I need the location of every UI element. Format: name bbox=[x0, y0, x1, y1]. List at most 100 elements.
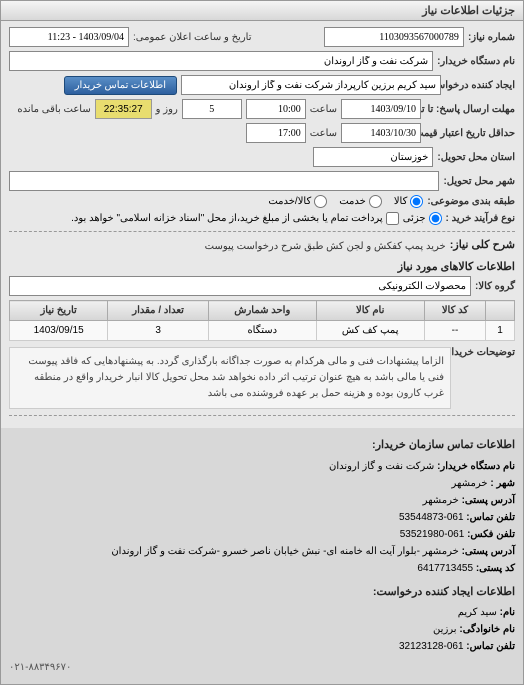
buyer-note-text: الزاما پیشنهادات فنی و مالی هرکدام به صو… bbox=[9, 347, 451, 409]
radio-khadmat[interactable]: خدمت bbox=[339, 195, 382, 208]
th-date: تاریخ نیاز bbox=[10, 301, 108, 321]
postcode-value: 6417713455 bbox=[417, 563, 473, 574]
creator-line-lname: نام خانوادگی: برزین bbox=[9, 621, 515, 638]
need-number-input[interactable] bbox=[324, 27, 464, 47]
fname-label: نام: bbox=[500, 607, 515, 618]
table-row: 1 -- پمپ کف کش دستگاه 3 1403/09/15 bbox=[10, 321, 515, 341]
announce-label: تاریخ و ساعت اعلان عمومی: bbox=[133, 32, 252, 43]
creator-line-fname: نام: سید کریم bbox=[9, 604, 515, 621]
row-delivery-city: شهر محل تحویل: bbox=[9, 171, 515, 191]
checkbox-note-input[interactable] bbox=[386, 212, 399, 225]
phone-label: تلفن تماس: bbox=[466, 512, 515, 523]
main-section: شماره نیاز: تاریخ و ساعت اعلان عمومی: نا… bbox=[1, 21, 523, 428]
buyer-org-label: نام دستگاه خریدار: bbox=[437, 56, 515, 67]
org-name: شرکت نفت و گاز اروندان bbox=[329, 461, 434, 472]
delivery-city-label: شهر محل تحویل: bbox=[443, 176, 515, 187]
addr-value: خرمشهر -بلوار آیت اله خامنه ای- نبش خیاب… bbox=[111, 546, 458, 557]
row-deadline: مهلت ارسال پاسخ: تا تاریخ: ساعت روز و 22… bbox=[9, 99, 515, 119]
radio-jozi[interactable]: جزئی bbox=[403, 212, 442, 225]
th-index bbox=[486, 301, 515, 321]
delivery-province-label: استان محل تحویل: bbox=[437, 152, 515, 163]
time-label-1: ساعت bbox=[310, 104, 337, 115]
days-label: روز و bbox=[156, 104, 178, 115]
postal-value: خرمشهر bbox=[423, 495, 459, 506]
deadline-label: مهلت ارسال پاسخ: تا تاریخ: bbox=[425, 104, 515, 115]
creator-line-phone: تلفن تماس: 061-32123128 bbox=[9, 638, 515, 655]
radio-khadmat-input[interactable] bbox=[369, 195, 382, 208]
announce-input[interactable] bbox=[9, 27, 129, 47]
radio-kala-khadmat-input[interactable] bbox=[314, 195, 327, 208]
requester-label: ایجاد کننده درخواست: bbox=[445, 80, 515, 91]
deadline-time-input[interactable] bbox=[246, 99, 306, 119]
goods-table: کد کالا نام کالا واحد شمارش تعداد / مقدا… bbox=[9, 300, 515, 341]
contact-line-fax: تلفن فکس: 061-53521980 bbox=[9, 526, 515, 543]
subject-type-label: طبقه بندی موضوعی: bbox=[427, 196, 515, 207]
need-desc-text: خرید پمپ کفکش و لجن کش طبق شرح درخواست پ… bbox=[205, 241, 446, 252]
days-input[interactable] bbox=[182, 99, 242, 119]
postcode-label: کد پستی: bbox=[476, 563, 515, 574]
divider-1 bbox=[9, 231, 515, 232]
postal-label: آدرس پستی: bbox=[462, 495, 515, 506]
contact-line-org: نام دستگاه خریدار: شرکت نفت و گاز اروندا… bbox=[9, 458, 515, 475]
th-unit: واحد شمارش bbox=[209, 301, 317, 321]
panel-title: جزئیات اطلاعات نیاز bbox=[1, 1, 523, 21]
subject-type-radios: کالا خدمت کالا/خدمت bbox=[268, 195, 423, 208]
price-valid-label: حداقل تاریخ اعتبار قیمت: تا تاریخ: bbox=[425, 128, 515, 139]
divider-2 bbox=[9, 415, 515, 416]
cell-name: پمپ کف کش bbox=[316, 321, 424, 341]
remain-time-box: 22:35:27 bbox=[95, 99, 152, 119]
radio-kala[interactable]: کالا bbox=[394, 195, 424, 208]
fax-value: 061-53521980 bbox=[400, 529, 465, 540]
th-code: کد کالا bbox=[424, 301, 485, 321]
city-value: خرمشهر bbox=[451, 478, 487, 489]
cphone-label: تلفن تماس: bbox=[466, 641, 515, 652]
need-number-label: شماره نیاز: bbox=[468, 32, 515, 43]
lname-label: نام خانوادگی: bbox=[459, 624, 515, 635]
checkbox-note[interactable]: پرداخت تمام یا بخشی از مبلغ خرید،از محل … bbox=[71, 212, 399, 225]
cell-code: -- bbox=[424, 321, 485, 341]
contact-line-city: شهر : خرمشهر bbox=[9, 475, 515, 492]
row-need-number: شماره نیاز: تاریخ و ساعت اعلان عمومی: bbox=[9, 27, 515, 47]
addr-label: آدرس پستی: bbox=[462, 546, 515, 557]
contact-line-postal: آدرس پستی: خرمشهر bbox=[9, 492, 515, 509]
details-panel: جزئیات اطلاعات نیاز شماره نیاز: تاریخ و … bbox=[0, 0, 524, 685]
buyer-org-input[interactable] bbox=[9, 51, 433, 71]
process-label: نوع فرآیند خرید : bbox=[446, 213, 515, 224]
city-label: شهر : bbox=[490, 478, 515, 489]
goods-info-title: اطلاعات کالاهای مورد نیاز bbox=[9, 260, 515, 273]
fname-value: سید کریم bbox=[458, 607, 497, 618]
goods-group-label: گروه کالا: bbox=[475, 281, 515, 292]
deadline-date-input[interactable] bbox=[341, 99, 421, 119]
fax-label: تلفن فکس: bbox=[467, 529, 515, 540]
price-valid-time-input[interactable] bbox=[246, 123, 306, 143]
remain-label: ساعت باقی مانده bbox=[17, 104, 90, 115]
row-buyer-org: نام دستگاه خریدار: bbox=[9, 51, 515, 71]
contact-org-title: اطلاعات تماس سازمان خریدار: bbox=[9, 436, 515, 455]
row-buyer-note: توضیحات خریدار: الزاما پیشنهادات فنی و م… bbox=[9, 347, 515, 409]
radio-kala-input[interactable] bbox=[410, 195, 423, 208]
creator-title: اطلاعات ایجاد کننده درخواست: bbox=[9, 583, 515, 602]
contact-line-addr: آدرس پستی: خرمشهر -بلوار آیت اله خامنه ا… bbox=[9, 543, 515, 560]
contact-buyer-button[interactable]: اطلاعات تماس خریدار bbox=[64, 76, 177, 95]
contact-section: اطلاعات تماس سازمان خریدار: نام دستگاه خ… bbox=[1, 428, 523, 684]
radio-kala-khadmat[interactable]: کالا/خدمت bbox=[268, 195, 327, 208]
row-subject-type: طبقه بندی موضوعی: کالا خدمت کالا/خدمت bbox=[9, 195, 515, 208]
radio-jozi-input[interactable] bbox=[429, 212, 442, 225]
delivery-province-input[interactable] bbox=[313, 147, 433, 167]
cell-index: 1 bbox=[486, 321, 515, 341]
lname-value: برزین bbox=[433, 624, 457, 635]
row-goods-group: گروه کالا: bbox=[9, 276, 515, 296]
price-valid-date-input[interactable] bbox=[341, 123, 421, 143]
th-qty: تعداد / مقدار bbox=[108, 301, 209, 321]
row-requester: ایجاد کننده درخواست: اطلاعات تماس خریدار bbox=[9, 75, 515, 95]
row-need-desc: شرح کلی نیاز: خرید پمپ کفکش و لجن کش طبق… bbox=[9, 238, 515, 254]
row-process: نوع فرآیند خرید : جزئی پرداخت تمام یا بخ… bbox=[9, 212, 515, 225]
requester-input[interactable] bbox=[181, 75, 441, 95]
cell-qty: 3 bbox=[108, 321, 209, 341]
th-name: نام کالا bbox=[316, 301, 424, 321]
footer-phone: ۰۲۱-۸۸۳۴۹۶۷۰ bbox=[9, 659, 515, 676]
row-price-valid: حداقل تاریخ اعتبار قیمت: تا تاریخ: ساعت bbox=[9, 123, 515, 143]
contact-line-phone: تلفن تماس: 061-53544873 bbox=[9, 509, 515, 526]
delivery-city-input[interactable] bbox=[9, 171, 439, 191]
goods-group-input[interactable] bbox=[9, 276, 471, 296]
